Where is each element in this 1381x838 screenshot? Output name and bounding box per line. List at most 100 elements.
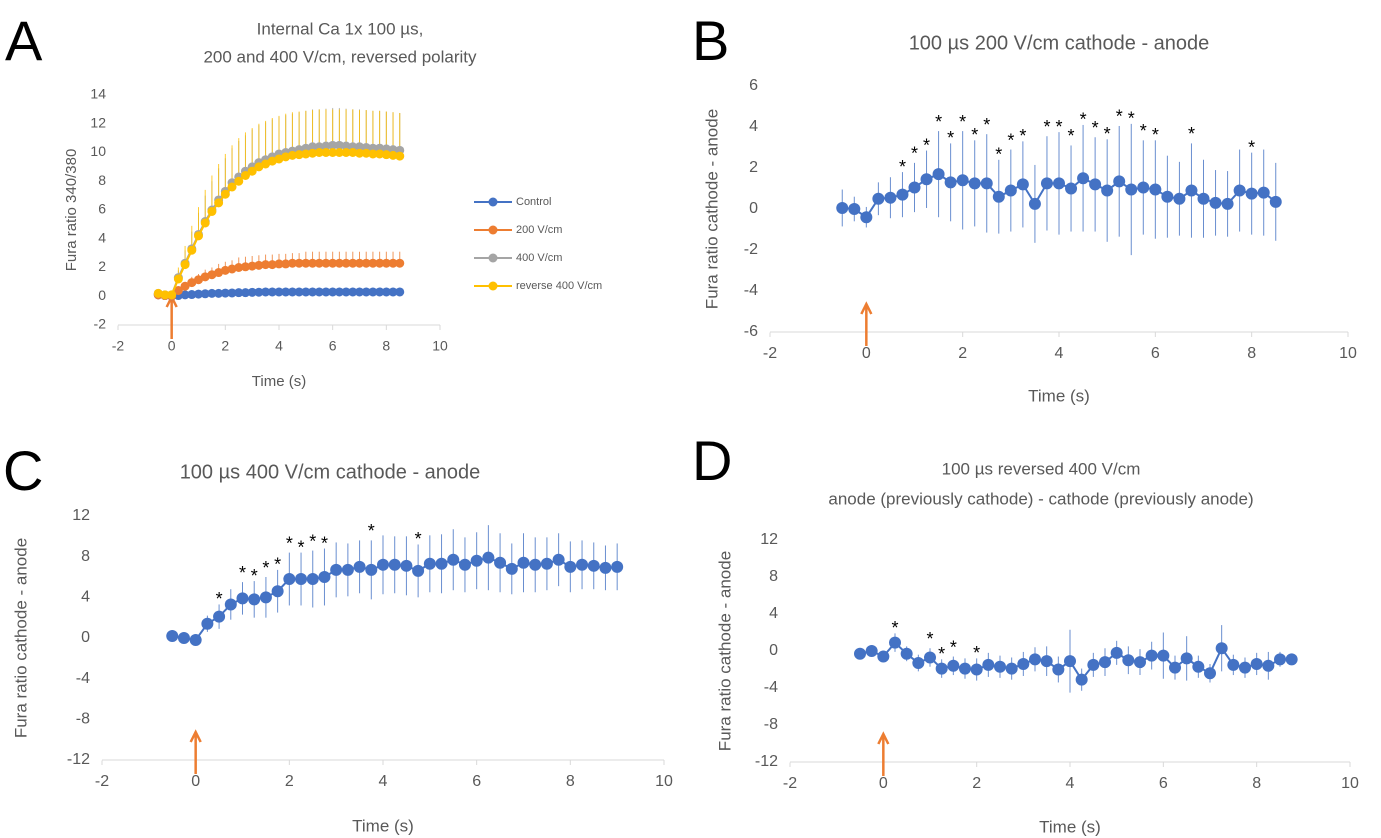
data-point: [375, 258, 385, 268]
significance-mark: *: [947, 128, 954, 148]
data-point: [236, 592, 249, 605]
data-point: [924, 651, 936, 664]
data-point: [1005, 662, 1018, 675]
legend-marker: [488, 253, 498, 263]
significance-mark: *: [923, 135, 930, 155]
significance-mark: *: [239, 563, 246, 583]
significance-mark: *: [286, 533, 293, 553]
data-point: [935, 662, 948, 675]
y-tick-label: 0: [81, 629, 90, 646]
significance-mark: *: [995, 145, 1002, 165]
x-tick-label: 0: [879, 775, 888, 792]
data-point: [261, 260, 271, 270]
y-tick-label: 2: [749, 159, 758, 176]
data-point: [395, 151, 405, 161]
x-tick-label: 0: [862, 345, 871, 362]
data-point: [1077, 172, 1090, 185]
data-point: [261, 159, 271, 169]
significance-mark: *: [368, 521, 375, 541]
chart-title: Internal Ca 1x 100 µs,: [257, 19, 424, 38]
x-tick-label: 4: [379, 773, 388, 790]
x-tick-label: 10: [655, 773, 673, 790]
data-point: [1204, 667, 1216, 680]
data-point: [992, 190, 1005, 203]
data-point: [330, 563, 343, 576]
y-tick-label: 6: [98, 201, 106, 217]
data-point: [355, 258, 364, 268]
data-point: [294, 287, 304, 297]
legend-marker: [488, 197, 498, 207]
data-point: [361, 258, 371, 268]
significance-mark: *: [1104, 124, 1111, 144]
x-tick-label: -2: [112, 338, 125, 354]
data-point: [227, 182, 237, 192]
data-point: [1239, 661, 1251, 674]
x-tick-label: 2: [221, 338, 229, 354]
data-point: [194, 231, 203, 241]
y-axis-label: Fura ratio cathode - anode: [715, 551, 734, 751]
data-point: [220, 189, 230, 199]
data-point: [505, 562, 518, 575]
data-point: [234, 176, 244, 186]
data-point: [400, 559, 413, 572]
data-point: [248, 593, 261, 606]
significance-mark: *: [935, 112, 942, 132]
data-point: [247, 166, 257, 176]
data-point: [368, 287, 378, 297]
data-point: [247, 287, 257, 297]
data-point: [932, 168, 945, 181]
data-point: [423, 557, 436, 570]
data-point: [187, 278, 197, 288]
data-point: [388, 287, 398, 297]
data-point: [375, 149, 385, 159]
significance-mark: *: [262, 558, 269, 578]
data-point: [254, 287, 264, 297]
data-point: [1245, 187, 1258, 200]
data-point: [220, 288, 230, 298]
y-tick-label: 8: [98, 172, 106, 188]
data-point: [348, 148, 358, 157]
data-point: [267, 287, 277, 297]
data-point: [214, 288, 224, 298]
data-point: [1101, 184, 1114, 197]
data-point: [334, 148, 344, 157]
significance-mark: *: [274, 555, 281, 575]
data-point: [341, 258, 351, 268]
data-point: [1169, 661, 1181, 674]
y-tick-label: 12: [90, 114, 106, 130]
data-point: [308, 258, 318, 268]
chart-title: 100 µs 400 V/cm cathode - anode: [180, 461, 481, 483]
x-tick-label: 6: [329, 338, 337, 354]
y-tick-label: -6: [744, 323, 758, 340]
data-point: [227, 264, 237, 274]
y-tick-label: 4: [81, 589, 90, 606]
data-point: [355, 148, 364, 158]
data-point: [1134, 656, 1146, 669]
data-point: [482, 551, 495, 564]
x-tick-label: 8: [566, 773, 575, 790]
y-tick-label: 14: [90, 86, 106, 102]
data-point: [1161, 190, 1174, 203]
x-tick-label: 4: [1066, 775, 1075, 792]
significance-mark: *: [298, 537, 305, 557]
panel: B 100 µs 200 V/cm cathode - anode -2 0 2 4 6 8 1…: [692, 9, 1357, 406]
panel-letter: A: [5, 9, 43, 72]
significance-mark: *: [1188, 124, 1195, 144]
y-tick-label: 12: [760, 531, 778, 548]
data-point: [180, 290, 190, 300]
data-point: [540, 557, 553, 570]
data-point: [860, 211, 873, 224]
data-point: [980, 177, 993, 190]
data-point: [281, 152, 291, 162]
data-point: [611, 560, 624, 573]
panel: D 100 µs reversed 400 V/cm anode (previous…: [692, 429, 1359, 837]
x-tick-label: 10: [432, 338, 448, 354]
data-point: [295, 573, 308, 586]
data-point: [1157, 649, 1170, 662]
x-tick-label: 6: [1151, 345, 1160, 362]
y-tick-label: -4: [76, 670, 90, 687]
data-point: [348, 287, 358, 297]
data-point: [920, 173, 933, 186]
data-point: [1149, 183, 1162, 196]
